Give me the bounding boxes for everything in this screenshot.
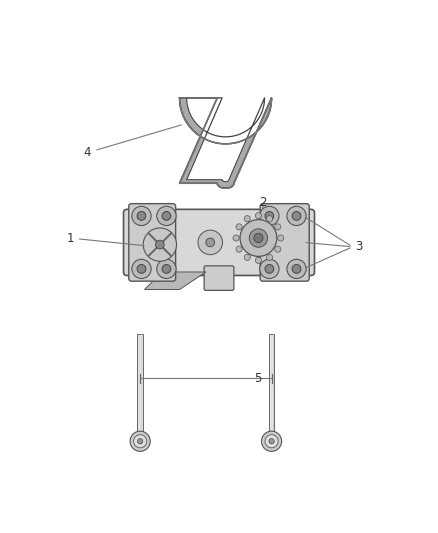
Circle shape [132, 206, 151, 225]
Circle shape [244, 216, 251, 222]
Circle shape [157, 206, 176, 225]
FancyBboxPatch shape [129, 204, 176, 281]
Circle shape [162, 212, 171, 220]
Text: 1: 1 [66, 231, 144, 246]
Circle shape [265, 435, 278, 448]
Circle shape [265, 212, 274, 220]
Text: 3: 3 [356, 240, 363, 253]
FancyBboxPatch shape [260, 204, 309, 281]
Circle shape [275, 224, 281, 230]
Text: 5: 5 [254, 372, 261, 385]
FancyBboxPatch shape [137, 334, 143, 437]
Circle shape [265, 264, 274, 273]
Polygon shape [145, 272, 206, 289]
FancyBboxPatch shape [269, 334, 274, 437]
Circle shape [255, 257, 261, 263]
Text: 2: 2 [259, 197, 267, 209]
Circle shape [162, 264, 171, 273]
Text: 4: 4 [84, 125, 181, 159]
Circle shape [236, 224, 242, 230]
Circle shape [254, 233, 263, 243]
Polygon shape [187, 98, 265, 182]
Circle shape [260, 206, 279, 225]
Circle shape [287, 259, 306, 279]
Circle shape [292, 212, 301, 220]
Circle shape [261, 431, 282, 451]
Circle shape [130, 431, 150, 451]
Circle shape [287, 206, 306, 225]
Circle shape [275, 246, 281, 252]
Circle shape [292, 264, 301, 273]
Circle shape [255, 213, 261, 219]
Circle shape [138, 439, 143, 444]
Circle shape [260, 259, 279, 279]
FancyBboxPatch shape [124, 209, 314, 276]
Circle shape [244, 254, 250, 261]
Circle shape [132, 259, 151, 279]
Circle shape [134, 435, 147, 448]
Circle shape [137, 264, 146, 273]
Circle shape [233, 235, 239, 241]
Circle shape [206, 238, 215, 247]
Circle shape [266, 216, 272, 222]
Circle shape [137, 212, 146, 220]
Circle shape [249, 229, 268, 247]
Circle shape [157, 259, 176, 279]
Circle shape [269, 439, 274, 444]
Polygon shape [180, 98, 272, 188]
Circle shape [198, 230, 223, 255]
Circle shape [278, 235, 284, 241]
Circle shape [236, 246, 242, 252]
Circle shape [266, 254, 272, 261]
Circle shape [240, 220, 277, 256]
Circle shape [155, 240, 164, 249]
FancyBboxPatch shape [204, 266, 234, 290]
Circle shape [143, 228, 177, 261]
